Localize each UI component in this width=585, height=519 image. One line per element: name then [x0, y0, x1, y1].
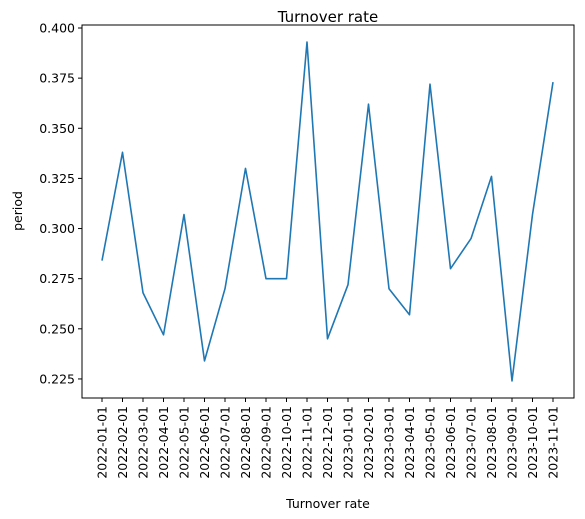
chart-title: Turnover rate: [277, 8, 379, 26]
x-tick-label: 2022-02-01: [115, 406, 130, 479]
y-axis: 0.225 0.250 0.275 0.300 0.325 0.350 0.375 0.400: [39, 21, 82, 386]
x-tick-label: 2022-10-01: [279, 406, 294, 479]
y-tick-label: 0.300: [39, 221, 75, 236]
x-tick-label: 2022-07-01: [218, 406, 233, 479]
y-tick-label: 0.400: [39, 21, 75, 36]
x-tick-label: 2022-04-01: [156, 406, 171, 479]
x-tick-label: 2023-06-01: [443, 406, 458, 479]
x-tick-label: 2022-09-01: [259, 406, 274, 479]
x-tick-label: 2023-04-01: [402, 406, 417, 479]
x-tick-label: 2022-12-01: [320, 406, 335, 479]
y-axis-label: period: [10, 191, 25, 231]
x-tick-label: 2022-08-01: [238, 406, 253, 479]
x-tick-label: 2023-09-01: [505, 406, 520, 479]
x-tick-label: 2023-11-01: [546, 406, 561, 479]
x-tick-label: 2022-06-01: [197, 406, 212, 479]
y-tick-label: 0.250: [39, 321, 75, 336]
y-tick-label: 0.275: [39, 271, 75, 286]
x-axis: 2022-01-01 2022-02-01 2022-03-01 2022-04-01…: [95, 398, 561, 479]
series-line: [101, 41, 554, 382]
x-tick-label: 2023-08-01: [484, 406, 499, 479]
x-tick-label: 2023-07-01: [464, 406, 479, 479]
x-tick-label: 2023-02-01: [361, 406, 376, 479]
x-axis-label: Turnover rate: [285, 496, 370, 511]
y-tick-label: 0.325: [39, 171, 75, 186]
x-tick-label: 2022-05-01: [177, 406, 192, 479]
y-tick-label: 0.225: [39, 371, 75, 386]
x-tick-label: 2022-01-01: [95, 406, 110, 479]
x-tick-label: 2023-03-01: [382, 406, 397, 479]
plot-area: [81, 24, 575, 399]
x-tick-label: 2023-01-01: [341, 406, 356, 479]
x-tick-label: 2023-10-01: [525, 406, 540, 479]
y-tick-label: 0.375: [39, 71, 75, 86]
y-tick-label: 0.350: [39, 121, 75, 136]
x-tick-label: 2022-11-01: [300, 406, 315, 479]
x-tick-label: 2023-05-01: [423, 406, 438, 479]
x-tick-label: 2022-03-01: [136, 406, 151, 479]
